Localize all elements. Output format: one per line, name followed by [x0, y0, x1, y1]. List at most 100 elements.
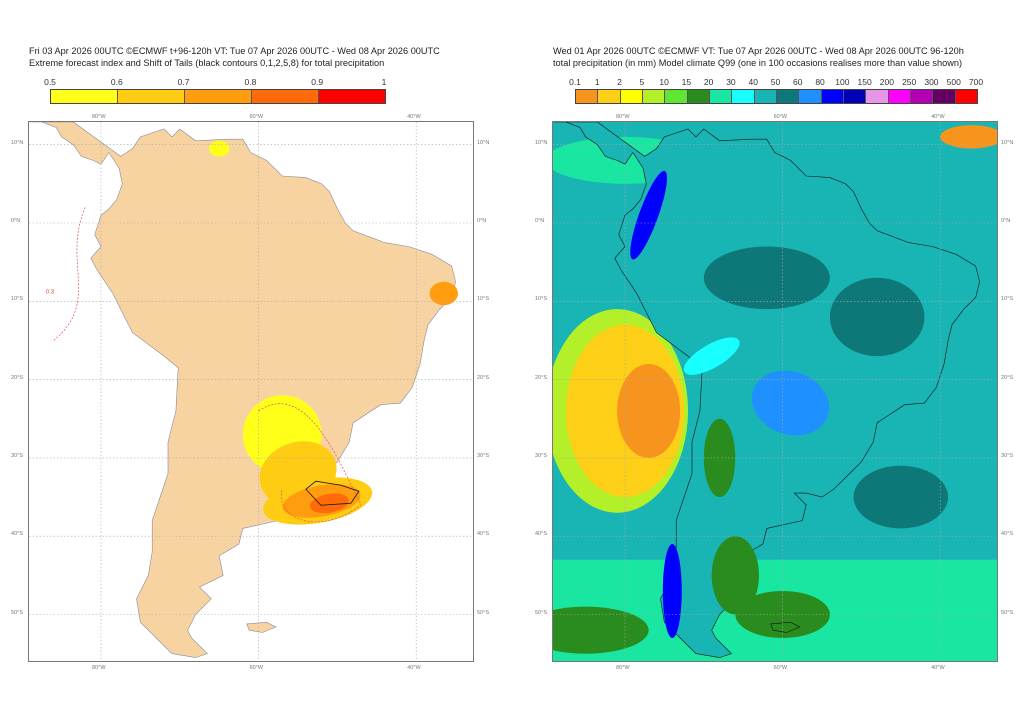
colorbar-swatch [866, 90, 889, 103]
efi-orange-area-ne [429, 281, 458, 306]
latitude-label: 50°S [477, 609, 489, 616]
efi-colorbar [50, 89, 386, 104]
longitude-label: 80°W [92, 665, 106, 671]
colorbar-swatch [665, 90, 688, 103]
altiplano-cyan [683, 337, 740, 375]
colorbar-swatch [888, 90, 911, 103]
andes-blue-chile [662, 544, 682, 638]
longitude-label: 60°W [249, 665, 264, 671]
colorbar-swatch [709, 90, 733, 103]
latitude-label: 30°S [1001, 452, 1013, 459]
colorbar-label: 80 [815, 77, 825, 87]
colorbar-swatch [51, 90, 118, 103]
colorbar-label: 0.1 [569, 77, 581, 87]
latitude-label: 40°S [1001, 531, 1013, 538]
colorbar-label: 0.6 [110, 77, 123, 87]
colorbar-label: 20 [703, 77, 714, 87]
latitude-label: 10°N [11, 139, 24, 146]
colorbar-swatch [576, 90, 599, 103]
patagonia-green [711, 536, 759, 615]
latitude-label: 0°N [477, 218, 487, 224]
colorbar-label: 0.9 [311, 77, 324, 87]
colorbar-label: 100 [835, 77, 850, 87]
colorbar-label: 0.7 [177, 77, 190, 87]
latitude-label: 10°S [477, 296, 489, 303]
precip-colorbar [575, 89, 978, 104]
colorbar-label: 200 [879, 77, 894, 87]
colorbar-swatch [598, 90, 621, 103]
southern-ocean-green [735, 591, 830, 638]
falkland-islands [770, 621, 801, 633]
atlantic-dark-teal [853, 465, 949, 529]
colorbar-swatch [732, 90, 755, 103]
latitude-label: 0°N [11, 218, 21, 224]
south-america-land [30, 122, 456, 658]
colorbar-label: 0.5 [44, 77, 56, 87]
latitude-label: 10°N [535, 139, 548, 146]
latitude-label: 0°N [535, 218, 545, 224]
falkland-islands [246, 621, 277, 633]
colorbar-swatch [843, 90, 867, 103]
colorbar-label: 50 [770, 77, 781, 87]
colorbar-label: 300 [924, 77, 939, 87]
longitude-label: 80°W [616, 114, 630, 120]
latitude-label: 10°S [535, 296, 547, 303]
colorbar-swatch [319, 90, 385, 103]
q99-precip-map[interactable] [552, 121, 998, 662]
right-title-line1: Wed 01 Apr 2026 00UTC ©ECMWF VT: Tue 07 … [553, 46, 964, 56]
efi-contour-dashed [258, 403, 362, 523]
latitude-label: 10°S [1001, 296, 1013, 303]
latitude-label: 20°S [535, 374, 547, 381]
colorbar-swatch [799, 90, 822, 103]
colorbar-label: 60 [793, 77, 803, 87]
right-title-line2: total precipitation (in mm) Model climat… [553, 58, 963, 68]
efi-yellow-area-venezuela [208, 140, 230, 157]
longitude-label: 60°W [773, 665, 788, 671]
colorbar-label: 10 [659, 77, 669, 87]
colorbar-swatch [910, 90, 934, 103]
longitude-label: 60°W [773, 114, 788, 120]
colorbar-label: 2 [617, 77, 622, 87]
efi-dark-orange-area [310, 493, 349, 514]
longitude-label: 40°W [931, 114, 945, 120]
efi-map[interactable]: 0.3 [28, 121, 474, 662]
colorbar-swatch [642, 90, 666, 103]
colorbar-swatch [620, 90, 643, 103]
longitude-label: 40°W [931, 665, 945, 671]
colorbar-label: 15 [681, 77, 692, 87]
latitude-label: 0°N [1001, 218, 1011, 224]
latitude-label: 40°S [477, 531, 489, 538]
latitude-label: 20°S [11, 374, 23, 381]
colorbar-label: 1 [381, 77, 387, 87]
longitude-label: 80°W [616, 665, 630, 671]
latitude-label: 20°S [1001, 374, 1013, 381]
latitude-label: 20°S [477, 374, 489, 381]
pacific-orange-area [617, 363, 681, 458]
left-title-line2: Extreme forecast index and Shift of Tail… [29, 58, 385, 68]
colorbar-swatch [252, 90, 319, 103]
latitude-label: 40°S [11, 531, 23, 538]
longitude-label: 40°W [407, 665, 421, 671]
q99-map-svg [553, 122, 997, 661]
sot-contour [305, 480, 360, 506]
latitude-label: 50°S [535, 609, 547, 616]
latitude-label: 10°S [11, 296, 23, 303]
latitude-label: 30°S [477, 452, 489, 459]
colorbar-label: 150 [857, 77, 872, 87]
colorbar-label: 700 [968, 77, 984, 87]
longitude-label: 60°W [249, 114, 264, 120]
andes-green [703, 418, 736, 498]
colorbar-label: 30 [726, 77, 736, 87]
colorbar-label: 1 [594, 77, 600, 87]
longitude-label: 40°W [407, 114, 421, 120]
colorbar-swatch [754, 90, 777, 103]
colorbar-swatch [933, 90, 956, 103]
colorbar-label: 500 [946, 77, 961, 87]
brazil-dark-teal [829, 277, 925, 357]
amazon-dark-teal [703, 246, 830, 310]
efi-contour-dashed [53, 207, 86, 341]
colorbar-swatch [776, 90, 800, 103]
colorbar-label: 0.8 [244, 77, 257, 87]
latitude-label: 30°S [535, 452, 547, 459]
